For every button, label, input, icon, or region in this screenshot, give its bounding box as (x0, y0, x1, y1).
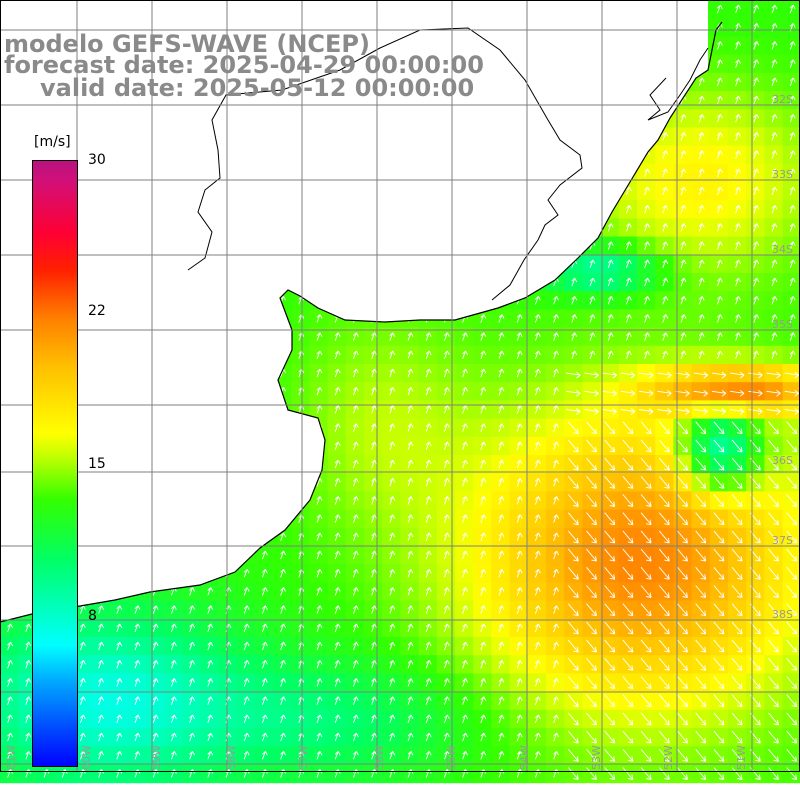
longitude-label: 52W (662, 745, 675, 770)
colorbar-tick-15: 15 (88, 456, 106, 472)
wind-cell (783, 546, 800, 565)
wind-cell (783, 437, 800, 456)
latitude-label: 33S (772, 168, 793, 181)
wind-cell (783, 764, 800, 783)
latitude-label: 34S (772, 243, 793, 256)
wind-cell (783, 510, 800, 529)
wind-cell (783, 746, 800, 765)
wind-cell (783, 619, 800, 638)
latitude-label: 37S (772, 534, 793, 547)
latitude-label: 32S (772, 93, 793, 106)
wind-cell (783, 491, 800, 510)
longitude-label: 51W (735, 745, 748, 770)
colorbar-tick-30: 30 (88, 152, 106, 168)
wind-cell (783, 637, 800, 656)
wind-cell (783, 692, 800, 711)
wind-cell (783, 419, 800, 438)
colorbar-tick-22: 22 (88, 303, 106, 319)
wind-cell (783, 673, 800, 692)
wind-cell (783, 728, 800, 747)
latitude-label: 35S (772, 318, 793, 331)
wind-cell (783, 582, 800, 601)
longitude-label: 61W (5, 745, 18, 770)
latitude-label: 38S (772, 608, 793, 621)
longitude-label: 55W (445, 745, 458, 770)
longitude-label: 56W (373, 745, 386, 770)
title-valid-date: valid date: 2025-05-12 00:00:00 (40, 76, 474, 100)
wind-cell (783, 473, 800, 492)
wind-cell (783, 655, 800, 674)
longitude-label: 58W (225, 745, 238, 770)
longitude-label: 53W (590, 745, 603, 770)
colorbar (32, 160, 78, 767)
colorbar-tick-8: 8 (88, 608, 97, 624)
longitude-label: 57W (297, 745, 310, 770)
colorbar-unit: [m/s] (34, 134, 71, 150)
wind-cell (783, 564, 800, 583)
longitude-label: 54W (518, 745, 531, 770)
wind-cell (783, 710, 800, 729)
latitude-label: 36S (772, 454, 793, 467)
longitude-label: 60W (80, 745, 93, 770)
longitude-label: 59W (150, 745, 163, 770)
